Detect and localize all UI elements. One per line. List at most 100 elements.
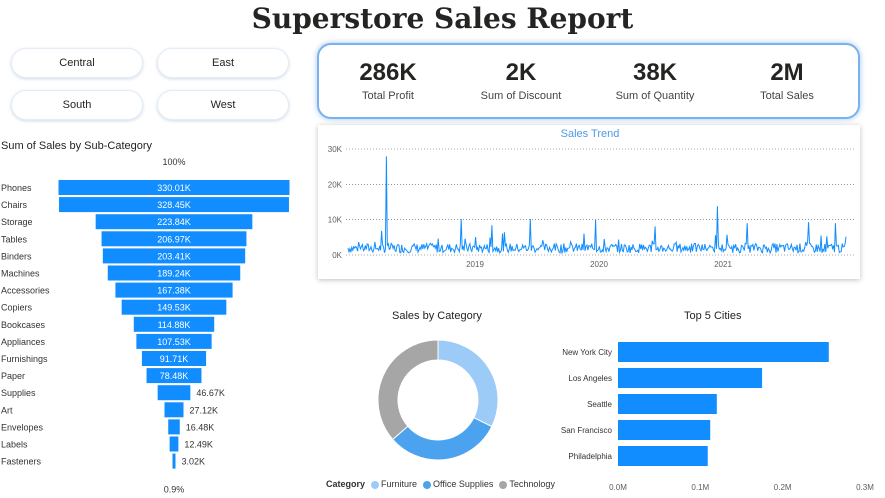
legend-label: Technology: [509, 479, 555, 489]
kpi-value: 38K: [632, 59, 678, 86]
legend-item-office-supplies[interactable]: Office Supplies: [423, 479, 493, 489]
funnel-category-label: Phones: [1, 183, 32, 193]
funnel-value-label: 27.12K: [189, 405, 218, 415]
legend-item-technology[interactable]: Technology: [499, 479, 555, 489]
funnel-bar: [133, 316, 215, 332]
funnel-bar: [136, 333, 212, 349]
funnel-value-label: 149.53K: [157, 303, 191, 313]
kpi-total-profit: 286K Total Profit: [323, 59, 453, 102]
legend-dot-icon: [423, 480, 432, 489]
kpi-value: 286K: [359, 59, 417, 86]
funnel-value-label: 167.38K: [157, 286, 191, 296]
trend-series-line: [347, 156, 847, 255]
funnel-value-label: 203.41K: [157, 251, 191, 261]
funnel-value-label: 78.48K: [160, 371, 189, 381]
legend-dot-icon: [499, 480, 508, 489]
city-bar: [618, 394, 717, 414]
trend-x-tick-label: 2021: [714, 260, 732, 269]
funnel-category-label: Labels: [1, 440, 28, 450]
funnel-bar: [101, 231, 247, 247]
trend-y-tick-label: 0K: [332, 251, 342, 260]
slicer-east[interactable]: East: [157, 48, 289, 78]
donut-slice-office-supplies: [392, 417, 493, 461]
donut-title: Sales by Category: [392, 310, 482, 322]
kpi-total-sales: 2M Total Sales: [722, 59, 852, 102]
funnel-bar: [172, 453, 176, 469]
funnel-value-label: 16.48K: [186, 422, 215, 432]
funnel-category-label: Furnishings: [1, 354, 48, 364]
city-label: Philadelphia: [568, 452, 612, 461]
funnel-bar: [146, 368, 202, 384]
funnel-bar: [59, 197, 289, 213]
sales-trend-card: Sales Trend 0K 10K 20K 30K 2019 2020 2021: [318, 125, 860, 279]
city-label: New York City: [562, 348, 612, 357]
city-bar: [618, 368, 763, 388]
funnel-category-label: Chairs: [1, 200, 28, 210]
funnel-value-label: 223.84K: [157, 217, 191, 227]
legend-label: Furniture: [381, 479, 418, 489]
funnel-category-label: Appliances: [1, 337, 46, 347]
city-bar: [618, 446, 708, 466]
funnel-value-label: 91.71K: [160, 354, 189, 364]
kpi-label: Sum of Discount: [480, 90, 562, 102]
city-bar: [618, 342, 829, 362]
funnel-category-label: Binders: [1, 251, 32, 261]
funnel-title: Sum of Sales by Sub-Category: [1, 140, 153, 152]
slicer-west[interactable]: West: [157, 90, 289, 120]
funnel-bar: [164, 402, 184, 418]
funnel-category-label: Accessories: [1, 286, 50, 296]
city-label: Seattle: [587, 400, 612, 409]
trend-y-tick-label: 30K: [328, 145, 343, 154]
funnel-bar: [168, 419, 180, 435]
funnel-value-label: 3.02K: [182, 457, 206, 467]
trend-y-tick-label: 20K: [328, 180, 343, 189]
cities-x-tick-label: 0.0M: [609, 483, 627, 492]
funnel-value-label: 107.53K: [157, 337, 191, 347]
legend-item-furniture[interactable]: Furniture: [371, 479, 417, 489]
funnel-category-label: Art: [1, 405, 13, 415]
funnel-value-label: 46.67K: [196, 388, 225, 398]
category-donut-chart: [377, 339, 499, 461]
funnel-chart: 100% Phones 330.01K Chairs 328.45K Storage 223…: [1, 157, 290, 495]
funnel-bar: [107, 265, 241, 281]
trend-y-tick-label: 10K: [328, 216, 343, 225]
funnel-bar: [141, 351, 207, 366]
funnel-bar: [102, 248, 246, 264]
donut-legend: Category Furniture Office Supplies Techn…: [326, 479, 555, 489]
funnel-category-label: Fasteners: [1, 457, 42, 467]
donut-slice-technology: [377, 339, 439, 441]
funnel-bottom-percent-label: 0.9%: [164, 485, 185, 495]
legend-dot-icon: [371, 480, 380, 489]
funnel-category-label: Supplies: [1, 388, 36, 398]
funnel-category-label: Paper: [1, 371, 25, 381]
donut-slice-furniture: [437, 339, 499, 428]
funnel-value-label: 114.88K: [158, 320, 191, 330]
funnel-category-label: Bookcases: [1, 320, 46, 330]
kpi-value: 2K: [505, 59, 537, 86]
funnel-bar: [169, 436, 179, 452]
cities-x-tick-label: 0.3M: [856, 483, 874, 492]
funnel-bar: [115, 282, 233, 298]
kpi-label: Total Profit: [362, 90, 414, 102]
funnel-category-label: Storage: [1, 217, 33, 227]
top-cities-chart: New York City Los Angeles Seattle San Franc…: [561, 342, 874, 492]
trend-title: Sales Trend: [561, 128, 620, 140]
funnel-value-label: 328.45K: [157, 200, 191, 210]
kpi-label: Total Sales: [760, 90, 814, 102]
funnel-value-label: 12.49K: [184, 440, 213, 450]
funnel-value-label: 330.01K: [157, 183, 191, 193]
funnel-top-percent-label: 100%: [162, 157, 185, 167]
slicer-central[interactable]: Central: [11, 48, 143, 78]
funnel-bar: [121, 299, 227, 315]
funnel-value-label: 206.97K: [157, 234, 191, 244]
slicer-south[interactable]: South: [11, 90, 143, 120]
kpi-card: 286K Total Profit 2K Sum of Discount 38K…: [317, 43, 860, 119]
funnel-bar: [95, 214, 253, 230]
legend-title: Category: [326, 479, 366, 489]
page-title: Superstore Sales Report: [251, 2, 634, 35]
kpi-sum-of-discount: 2K Sum of Discount: [456, 59, 586, 102]
funnel-value-label: 189.24K: [157, 269, 191, 279]
city-label: Los Angeles: [568, 374, 612, 383]
funnel-category-label: Tables: [1, 234, 28, 244]
sales-trend-chart: Sales Trend 0K 10K 20K 30K 2019 2020 2021: [328, 128, 854, 269]
